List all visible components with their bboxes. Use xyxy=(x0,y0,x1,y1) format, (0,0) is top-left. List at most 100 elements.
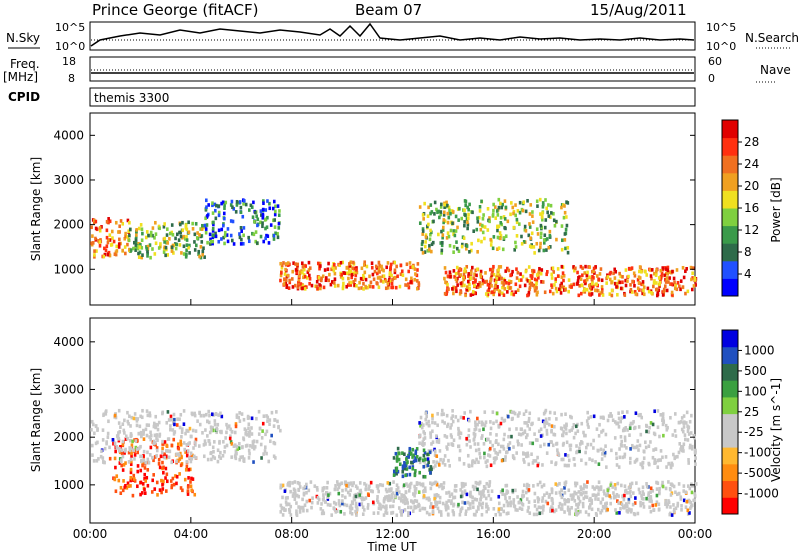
heatmap-cell xyxy=(377,260,381,265)
heatmap-cell xyxy=(366,285,369,290)
heatmap-cell xyxy=(581,501,585,506)
heatmap-cell xyxy=(420,242,424,247)
heatmap-cell xyxy=(508,427,511,432)
heatmap-cell xyxy=(188,426,192,431)
heatmap-cell xyxy=(590,281,594,286)
heatmap-cell xyxy=(660,271,664,276)
heatmap-cell xyxy=(154,232,158,236)
heatmap-cell xyxy=(305,482,308,487)
heatmap-cell xyxy=(284,281,288,286)
heatmap-cell xyxy=(204,230,208,235)
heatmap-cell xyxy=(518,222,521,226)
heatmap-cell xyxy=(635,444,639,449)
heatmap-cell xyxy=(408,472,412,477)
heatmap-cell xyxy=(539,231,543,236)
heatmap-cell xyxy=(578,283,582,288)
heatmap-cell xyxy=(512,292,516,297)
heatmap-cell xyxy=(494,280,498,284)
heatmap-cell xyxy=(439,241,443,245)
heatmap-cell xyxy=(681,445,685,450)
heatmap-cell xyxy=(473,434,477,439)
heatmap-cell xyxy=(609,411,612,416)
heatmap-cell xyxy=(589,496,592,501)
heatmap-cell xyxy=(364,285,368,290)
heatmap-cell xyxy=(608,292,612,296)
heatmap-cell xyxy=(539,212,542,216)
heatmap-cell xyxy=(463,220,466,224)
heatmap-cell xyxy=(354,501,358,506)
heatmap-cell xyxy=(368,484,371,489)
heatmap-cell xyxy=(512,211,515,216)
heatmap-cell xyxy=(542,248,546,253)
heatmap-cell xyxy=(665,504,669,509)
heatmap-cell xyxy=(432,465,435,470)
heatmap-cell xyxy=(441,419,444,424)
heatmap-cell xyxy=(597,462,601,466)
heatmap-cell xyxy=(277,425,280,430)
heatmap-cell xyxy=(522,483,526,488)
heatmap-cell xyxy=(397,496,401,500)
heatmap-cell xyxy=(666,502,669,507)
heatmap-cell xyxy=(503,493,507,497)
heatmap-cell xyxy=(639,432,643,437)
heatmap-cell xyxy=(433,421,437,425)
heatmap-cell xyxy=(216,448,220,453)
heatmap-cell xyxy=(94,236,97,241)
heatmap-cell xyxy=(205,412,208,417)
heatmap-cell xyxy=(369,280,373,285)
y-tick-label: 3000 xyxy=(53,383,84,397)
heatmap-cell xyxy=(625,491,629,495)
heatmap-cell xyxy=(533,277,537,282)
heatmap-cell xyxy=(376,500,380,504)
heatmap-cell xyxy=(199,245,203,249)
heatmap-cell xyxy=(539,241,542,246)
heatmap-cell xyxy=(337,491,341,496)
heatmap-cell xyxy=(283,272,287,276)
heatmap-cell xyxy=(472,276,475,280)
heatmap-cell xyxy=(382,513,386,517)
heatmap-cell xyxy=(391,278,394,282)
heatmap-cell xyxy=(336,487,339,492)
heatmap-cell xyxy=(350,506,354,511)
heatmap-cell xyxy=(566,201,570,205)
heatmap-cell xyxy=(560,224,564,228)
heatmap-cell xyxy=(418,221,422,226)
heatmap-cell xyxy=(582,491,585,495)
heatmap-cell xyxy=(497,277,501,281)
heatmap-cell xyxy=(349,503,353,508)
heatmap-cell xyxy=(145,475,149,480)
heatmap-cell xyxy=(471,459,475,463)
heatmap-cell xyxy=(516,495,519,499)
heatmap-cell xyxy=(326,267,330,272)
heatmap-cell xyxy=(518,278,521,283)
heatmap-cell xyxy=(372,511,376,515)
heatmap-cell xyxy=(595,274,599,278)
heatmap-cell xyxy=(466,500,470,505)
heatmap-cell xyxy=(129,484,132,488)
heatmap-cell xyxy=(615,463,619,467)
heatmap-cell xyxy=(206,419,209,424)
heatmap-cell xyxy=(533,251,536,255)
colorbar-segment xyxy=(722,380,738,398)
heatmap-cell xyxy=(576,429,580,433)
heatmap-cell xyxy=(588,457,591,461)
heatmap-cell xyxy=(408,485,412,490)
heatmap-cell xyxy=(612,271,615,276)
heatmap-cell xyxy=(649,440,652,444)
heatmap-cell xyxy=(680,508,683,512)
heatmap-cell xyxy=(553,432,557,437)
colorbar-tick-label: -25 xyxy=(744,425,764,439)
heatmap-cell xyxy=(527,419,531,424)
heatmap-cell xyxy=(561,433,565,438)
heatmap-cell xyxy=(200,227,204,231)
heatmap-cell xyxy=(648,425,651,430)
heatmap-cell xyxy=(409,505,413,510)
heatmap-cell xyxy=(492,421,495,426)
heatmap-cell xyxy=(550,283,553,288)
heatmap-cell xyxy=(348,262,351,266)
nsky-trace xyxy=(90,22,695,47)
heatmap-cell xyxy=(421,229,425,233)
heatmap-cell xyxy=(301,286,304,291)
heatmap-cell xyxy=(363,260,367,265)
heatmap-cell xyxy=(664,267,668,271)
